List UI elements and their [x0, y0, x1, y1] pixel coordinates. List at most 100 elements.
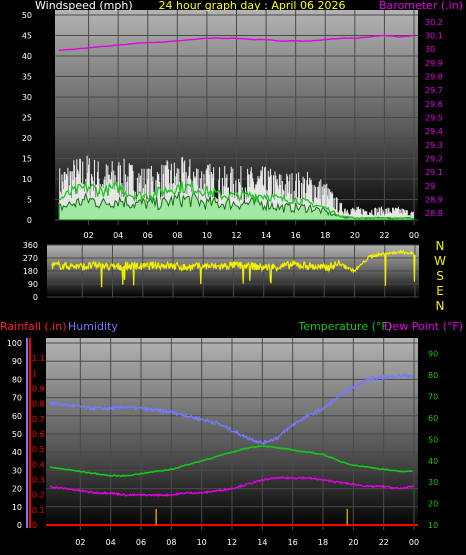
climate-x-tick-label: 12: [227, 538, 237, 547]
wind-x-tick-label: 04: [113, 231, 123, 240]
wind-y-tick-label: 25: [22, 114, 32, 123]
wind-x-tick-label: 12: [231, 231, 241, 240]
climate-x-tick-label: 04: [106, 538, 116, 547]
climate-x-tick-label: 20: [348, 538, 358, 547]
barometer-y-tick-label: 29.7: [425, 86, 443, 95]
barometer-y-tick-label: 30: [425, 45, 435, 54]
humidity-axis-title: Humidity: [68, 320, 118, 333]
rainfall-y-tick-label: 1.1: [32, 354, 45, 363]
humidity-series: [49, 372, 414, 446]
barometer-series: [58, 34, 415, 51]
climate-x-tick-label: 18: [318, 538, 328, 547]
wind-y-tick-label: 40: [22, 52, 32, 61]
barometer-y-tick-label: 29: [425, 182, 435, 191]
wind-speed-series: [58, 180, 413, 220]
direction-y-tick-label: 90: [28, 280, 38, 289]
barometer-y-tick-label: 28.9: [425, 196, 443, 205]
wind-y-tick-label: 20: [22, 134, 32, 143]
barometer-y-tick-label: 29.5: [425, 114, 443, 123]
direction-y-tick-label: 0: [33, 293, 38, 302]
barometer-y-tick-label: 29.2: [425, 155, 443, 164]
dewpoint-series: [49, 475, 414, 498]
compass-label: W: [434, 254, 446, 268]
barometer-axis-title: Barometer (.in): [379, 0, 463, 12]
barometer-y-tick-label: 28.8: [425, 209, 443, 218]
rainfall-y-tick-label: 1: [32, 369, 37, 378]
chart-title: 24 hour graph day : April 06 2026: [159, 0, 346, 12]
wind-axis-title: Windspeed (mph): [35, 0, 133, 12]
wind-y-tick-label: 30: [22, 93, 32, 102]
rainfall-y-tick-label: 0.1: [32, 506, 45, 515]
climate-x-tick-label: 06: [136, 538, 146, 547]
wind-y-tick-label: 45: [22, 32, 32, 41]
temperature-y-tick-label: 60: [428, 414, 438, 423]
wind-y-tick-label: 10: [22, 175, 32, 184]
climate-x-tick-label: 16: [288, 538, 298, 547]
climate-x-tick-label: 02: [75, 538, 85, 547]
climate-x-tick-label: 22: [379, 538, 389, 547]
dewpoint-axis-title: Dew Point (°F): [384, 320, 463, 333]
temperature-y-tick-label: 90: [428, 350, 438, 359]
wind-y-tick-label: 0: [27, 216, 32, 225]
wind-x-tick-label: 20: [350, 231, 360, 240]
climate-x-tick-label: 14: [257, 538, 267, 547]
wind-y-tick-label: 50: [22, 11, 32, 20]
rainfall-y-tick-label: 0.3: [32, 476, 45, 485]
temperature-axis-title: Temperature (°F): [297, 320, 392, 333]
humidity-y-tick-label: 100: [7, 339, 22, 348]
rainfall-axis-title: Rainfall (.in): [0, 320, 67, 333]
wind-direction-series: [51, 249, 416, 288]
barometer-y-tick-label: 29.9: [425, 59, 443, 68]
climate-x-tick-label: 10: [197, 538, 207, 547]
wind-x-tick-label: 08: [172, 231, 182, 240]
temperature-y-tick-label: 30: [428, 478, 438, 487]
temperature-series: [49, 445, 413, 478]
compass-label: N: [436, 239, 445, 253]
temperature-y-tick-label: 50: [428, 435, 438, 444]
wind-x-tick-label: 14: [261, 231, 271, 240]
data-series: [46, 34, 418, 526]
barometer-y-tick-label: 30.2: [425, 18, 443, 27]
temperature-y-tick-label: 10: [428, 521, 438, 530]
wind-x-tick-label: 10: [202, 231, 212, 240]
temperature-y-tick-label: 80: [428, 371, 438, 380]
direction-y-tick-label: 270: [23, 254, 38, 263]
rainfall-y-tick-label: 0.6: [32, 430, 45, 439]
temperature-y-tick-label: 40: [428, 457, 438, 466]
humidity-y-tick-label: 10: [12, 503, 22, 512]
barometer-y-tick-label: 30.1: [425, 32, 443, 41]
barometer-y-tick-label: 29.8: [425, 73, 443, 82]
wind-x-tick-label: 00: [409, 231, 419, 240]
rainfall-y-tick-label: 0.5: [32, 445, 45, 454]
wind-y-tick-label: 5: [27, 196, 32, 205]
temperature-y-tick-label: 70: [428, 393, 438, 402]
barometer-y-tick-label: 29.1: [425, 168, 443, 177]
wind-x-tick-label: 02: [83, 231, 93, 240]
wind-x-tick-label: 22: [379, 231, 389, 240]
compass-label: E: [436, 284, 444, 298]
wind-y-tick-label: 15: [22, 155, 32, 164]
wind-y-tick-label: 35: [22, 73, 32, 82]
humidity-y-tick-label: 90: [12, 357, 22, 366]
wind-x-tick-label: 06: [143, 231, 153, 240]
axis-ticks: 02 04 06 08 10 12 14 16 18 20 22 000510152025303540…: [7, 11, 446, 547]
rainfall-y-tick-label: 0.8: [32, 400, 45, 409]
humidity-y-tick-label: 40: [12, 448, 22, 457]
humidity-y-tick-label: 0: [17, 521, 22, 530]
rainfall-y-tick-label: 0.9: [32, 385, 45, 394]
climate-x-tick-label: 00: [409, 538, 419, 547]
rainfall-y-tick-label: 0.4: [32, 460, 45, 469]
humidity-y-tick-label: 20: [12, 485, 22, 494]
humidity-y-tick-label: 30: [12, 466, 22, 475]
compass-label: N: [436, 299, 445, 313]
humidity-y-tick-label: 50: [12, 430, 22, 439]
wind-x-tick-label: 18: [320, 231, 330, 240]
humidity-y-tick-label: 70: [12, 394, 22, 403]
climate-x-tick-label: 08: [166, 538, 176, 547]
temperature-y-tick-label: 20: [428, 500, 438, 509]
barometer-y-tick-label: 29.3: [425, 141, 443, 150]
rainfall-y-tick-label: 0: [32, 521, 37, 530]
humidity-y-tick-label: 60: [12, 412, 22, 421]
compass-label: S: [436, 269, 444, 283]
